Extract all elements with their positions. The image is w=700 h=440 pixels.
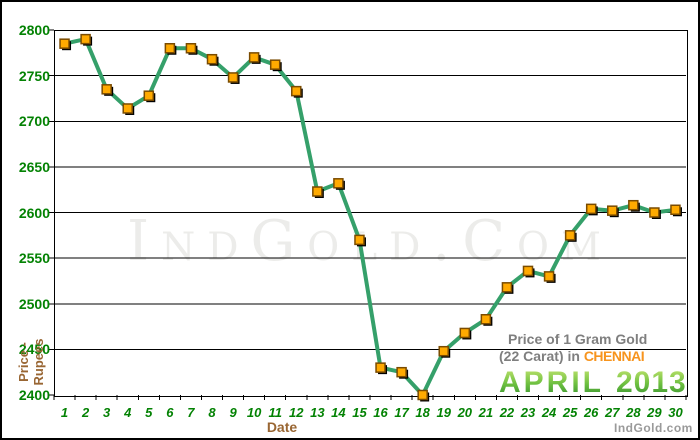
data-point-marker	[670, 204, 681, 216]
data-point-marker	[459, 327, 471, 339]
carat-label: (22 Carat) in	[499, 348, 584, 364]
city-label: CHENNAI	[583, 348, 645, 364]
data-point-marker	[396, 366, 407, 378]
x-tick-label: 11	[268, 405, 282, 420]
x-tick-label: 12	[289, 405, 304, 420]
x-tick-label: 1	[60, 405, 69, 420]
x-tick-label: 5	[145, 405, 153, 420]
data-point-marker	[164, 43, 176, 54]
x-tick-label: 26	[583, 405, 599, 420]
y-tick-label: 2600	[18, 204, 50, 221]
data-point-marker	[248, 52, 260, 63]
month-year-row: APRIL 2013	[499, 366, 694, 400]
x-tick-label: 3	[103, 405, 111, 420]
data-point-marker	[206, 53, 218, 65]
data-point-marker	[375, 362, 386, 373]
x-tick-label: 18	[415, 405, 430, 420]
x-axis-title: Date	[266, 419, 298, 435]
x-tick-label: 8	[208, 405, 216, 420]
month-label: APRIL	[499, 366, 604, 399]
data-point-marker	[101, 84, 112, 95]
data-point-marker	[291, 85, 302, 97]
y-tick-label: 2500	[18, 295, 50, 312]
y-tick-label: 2450	[18, 341, 50, 358]
x-tick-label: 6	[166, 405, 174, 420]
x-tick-label: 2	[81, 405, 90, 420]
year-label: 2013	[616, 366, 687, 399]
x-tick-label: 13	[310, 405, 325, 420]
y-tick-label: 2400	[18, 387, 50, 403]
data-point-marker	[564, 230, 576, 241]
data-point-marker	[607, 205, 618, 216]
x-tick-label: 25	[562, 405, 578, 420]
data-point-marker	[122, 103, 133, 114]
data-point-marker	[649, 207, 660, 218]
x-tick-label: 14	[331, 405, 346, 420]
data-point-marker	[480, 314, 492, 325]
x-tick-label: 16	[373, 405, 388, 420]
data-point-marker	[143, 90, 155, 101]
site-credit: IndGold.com	[614, 421, 693, 435]
x-tick-label: 27	[605, 405, 620, 420]
y-axis-title-line2: Rupees	[31, 338, 46, 386]
data-point-marker	[522, 265, 534, 277]
x-tick-label: 28	[626, 405, 641, 420]
x-tick-label: 17	[394, 405, 409, 420]
y-tick-label: 2750	[18, 67, 50, 84]
data-point-marker	[628, 199, 639, 211]
y-tick-label: 2550	[18, 250, 50, 267]
y-axis-title: Price - Rupees	[16, 316, 50, 408]
data-point-marker	[417, 389, 428, 401]
y-axis-title-line1: Price -	[16, 342, 31, 382]
x-tick-label: 20	[457, 405, 473, 420]
data-point-marker	[585, 203, 597, 215]
data-point-marker	[269, 59, 281, 70]
x-tick-label: 29	[647, 405, 662, 420]
x-tick-label: 19	[436, 405, 451, 420]
x-tick-label: 24	[541, 405, 557, 420]
data-point-marker	[501, 282, 513, 293]
x-tick-label: 7	[187, 405, 195, 420]
x-tick-label: 4	[124, 405, 132, 420]
x-tick-label: 10	[246, 405, 262, 420]
data-point-marker	[543, 271, 555, 282]
title-line-1: Price of 1 Gram Gold	[508, 331, 648, 347]
data-point-marker	[333, 178, 344, 189]
x-tick-label: 21	[478, 405, 494, 420]
data-point-marker	[80, 33, 91, 45]
x-tick-label: 9	[229, 405, 237, 420]
data-point-marker	[59, 38, 70, 49]
data-point-marker	[185, 43, 197, 54]
y-tick-label: 2800	[18, 22, 50, 38]
data-point-marker	[354, 234, 365, 246]
x-tick-label: 23	[520, 405, 536, 420]
data-point-marker	[227, 72, 239, 83]
plot-area	[54, 30, 688, 397]
y-tick-label: 2700	[18, 113, 50, 130]
data-point-marker	[312, 186, 323, 197]
data-point-marker	[438, 345, 449, 357]
chart-title-block: Price of 1 Gram Gold (22 Carat) in CHENN…	[499, 331, 694, 400]
x-tick-label: 30	[668, 405, 683, 420]
title-line-2: (22 Carat) in CHENNAI	[499, 348, 694, 365]
y-tick-label: 2650	[18, 158, 50, 175]
x-tick-label: 15	[352, 405, 367, 420]
x-tick-label: 22	[499, 405, 515, 420]
price-line-chart	[48, 29, 687, 402]
